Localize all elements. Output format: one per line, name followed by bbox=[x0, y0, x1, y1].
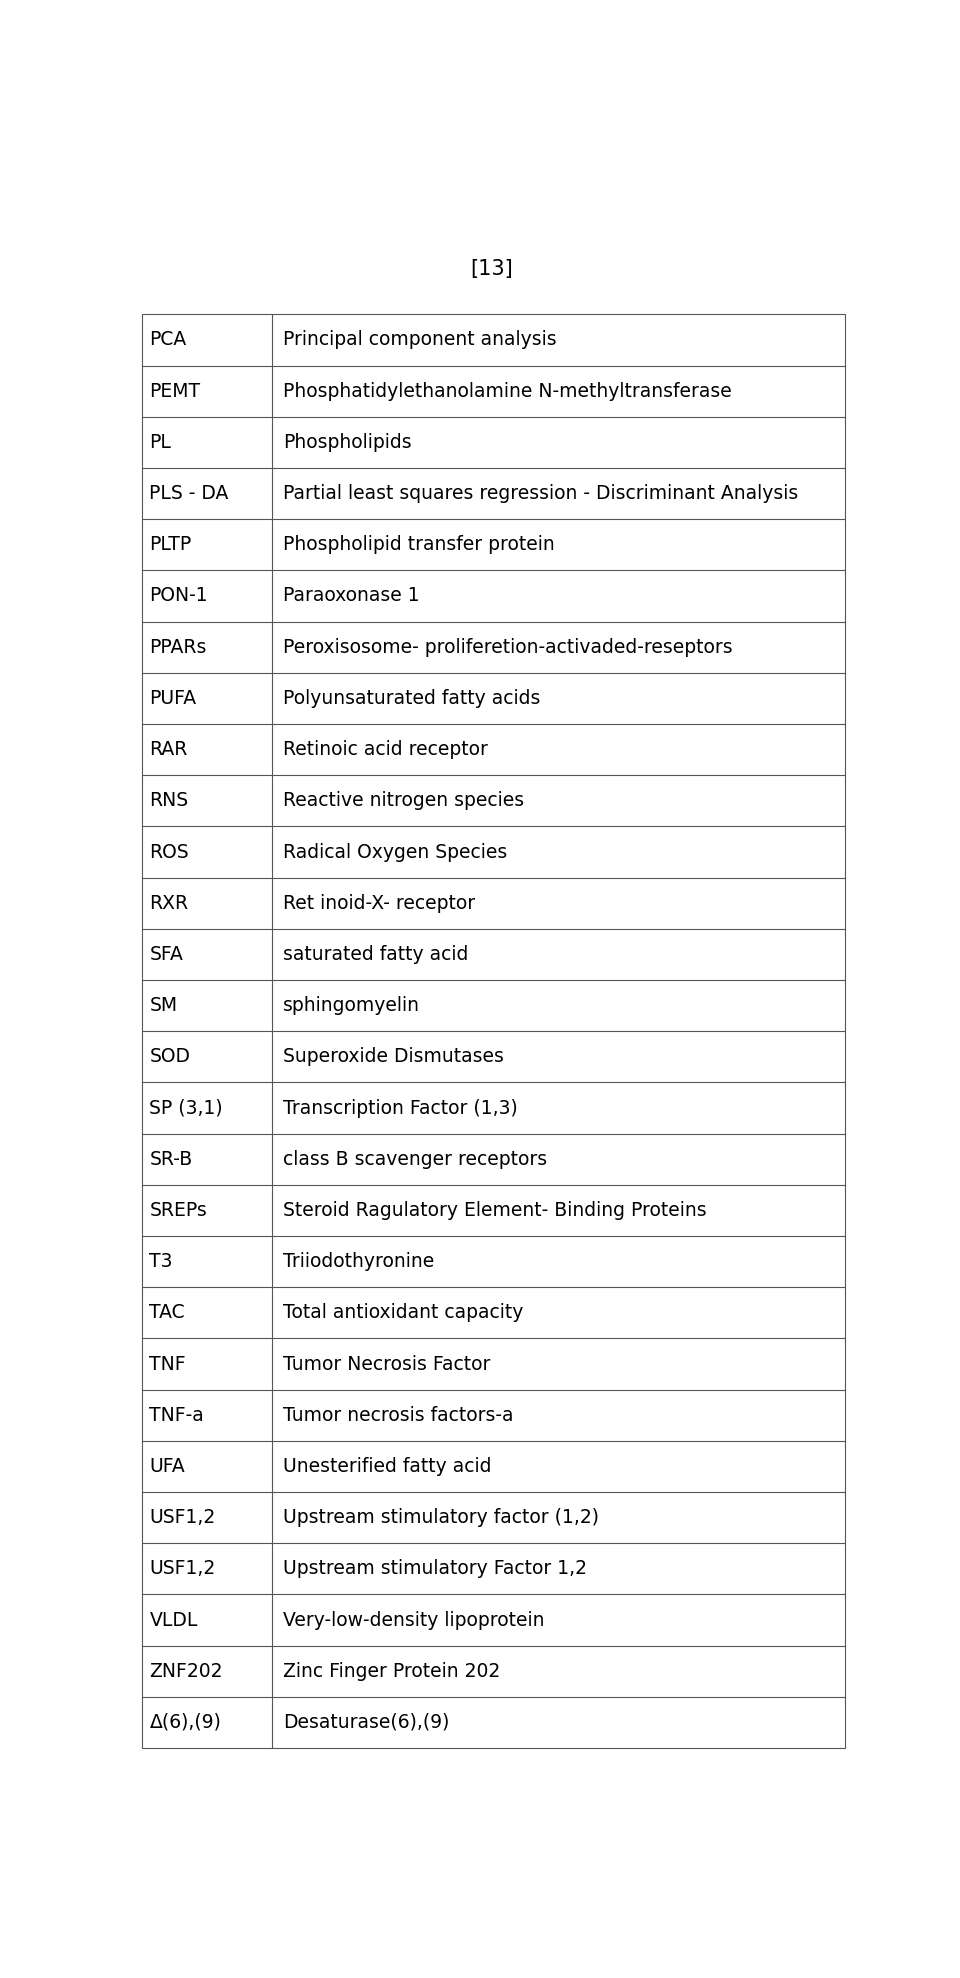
Text: Ret inoid-X- receptor: Ret inoid-X- receptor bbox=[283, 894, 475, 912]
Text: Unesterified fatty acid: Unesterified fatty acid bbox=[283, 1458, 492, 1476]
Text: Principal component analysis: Principal component analysis bbox=[283, 330, 557, 350]
Text: sphingomyelin: sphingomyelin bbox=[283, 997, 420, 1015]
Text: ROS: ROS bbox=[150, 843, 189, 862]
Text: Paraoxonase 1: Paraoxonase 1 bbox=[283, 587, 420, 605]
Text: TNF: TNF bbox=[150, 1355, 186, 1373]
Text: Phospholipids: Phospholipids bbox=[283, 433, 412, 451]
Text: SFA: SFA bbox=[150, 945, 183, 963]
Text: SREPs: SREPs bbox=[150, 1201, 207, 1220]
Text: PL: PL bbox=[150, 433, 171, 451]
Text: USF1,2: USF1,2 bbox=[150, 1507, 216, 1527]
Text: PEMT: PEMT bbox=[150, 382, 201, 402]
Text: PPARs: PPARs bbox=[150, 637, 206, 657]
Text: RNS: RNS bbox=[150, 791, 188, 811]
Text: TAC: TAC bbox=[150, 1304, 185, 1323]
Text: Phospholipid transfer protein: Phospholipid transfer protein bbox=[283, 536, 555, 554]
Text: UFA: UFA bbox=[150, 1458, 185, 1476]
Text: Steroid Ragulatory Element- Binding Proteins: Steroid Ragulatory Element- Binding Prot… bbox=[283, 1201, 707, 1220]
Text: SM: SM bbox=[150, 997, 178, 1015]
Text: SP (3,1): SP (3,1) bbox=[150, 1098, 223, 1118]
Text: SOD: SOD bbox=[150, 1046, 190, 1066]
Text: T3: T3 bbox=[150, 1252, 173, 1272]
Text: Upstream stimulatory Factor 1,2: Upstream stimulatory Factor 1,2 bbox=[283, 1559, 588, 1578]
Text: VLDL: VLDL bbox=[150, 1610, 198, 1630]
Text: RXR: RXR bbox=[150, 894, 188, 912]
Text: class B scavenger receptors: class B scavenger receptors bbox=[283, 1149, 547, 1169]
Text: Tumor Necrosis Factor: Tumor Necrosis Factor bbox=[283, 1355, 491, 1373]
Text: PUFA: PUFA bbox=[150, 688, 197, 708]
Text: Δ(6),(9): Δ(6),(9) bbox=[150, 1713, 222, 1733]
Text: PLS - DA: PLS - DA bbox=[150, 485, 228, 502]
Text: Tumor necrosis factors-a: Tumor necrosis factors-a bbox=[283, 1406, 514, 1424]
Text: Radical Oxygen Species: Radical Oxygen Species bbox=[283, 843, 508, 862]
Text: TNF-a: TNF-a bbox=[150, 1406, 204, 1424]
Text: Reactive nitrogen species: Reactive nitrogen species bbox=[283, 791, 524, 811]
Text: Partial least squares regression - Discriminant Analysis: Partial least squares regression - Discr… bbox=[283, 485, 799, 502]
Text: Transcription Factor (1,3): Transcription Factor (1,3) bbox=[283, 1098, 518, 1118]
Text: RAR: RAR bbox=[150, 740, 188, 760]
Text: PCA: PCA bbox=[150, 330, 186, 350]
Text: Triiodothyronine: Triiodothyronine bbox=[283, 1252, 435, 1272]
Text: SR-B: SR-B bbox=[150, 1149, 193, 1169]
Text: Very-low-density lipoprotein: Very-low-density lipoprotein bbox=[283, 1610, 545, 1630]
Text: ZNF202: ZNF202 bbox=[150, 1662, 223, 1681]
Text: Zinc Finger Protein 202: Zinc Finger Protein 202 bbox=[283, 1662, 500, 1681]
Text: Phosphatidylethanolamine N-methyltransferase: Phosphatidylethanolamine N-methyltransfe… bbox=[283, 382, 732, 402]
Text: USF1,2: USF1,2 bbox=[150, 1559, 216, 1578]
Text: saturated fatty acid: saturated fatty acid bbox=[283, 945, 468, 963]
Text: Retinoic acid receptor: Retinoic acid receptor bbox=[283, 740, 489, 760]
Text: Desaturase(6),(9): Desaturase(6),(9) bbox=[283, 1713, 449, 1733]
Text: Total antioxidant capacity: Total antioxidant capacity bbox=[283, 1304, 524, 1323]
Text: PLTP: PLTP bbox=[150, 536, 192, 554]
Text: Superoxide Dismutases: Superoxide Dismutases bbox=[283, 1046, 504, 1066]
Text: Upstream stimulatory factor (1,2): Upstream stimulatory factor (1,2) bbox=[283, 1507, 599, 1527]
Text: PON-1: PON-1 bbox=[150, 587, 208, 605]
Text: Peroxisosome- proliferetion-activaded-reseptors: Peroxisosome- proliferetion-activaded-re… bbox=[283, 637, 733, 657]
Text: Polyunsaturated fatty acids: Polyunsaturated fatty acids bbox=[283, 688, 540, 708]
Text: [13]: [13] bbox=[470, 259, 514, 279]
